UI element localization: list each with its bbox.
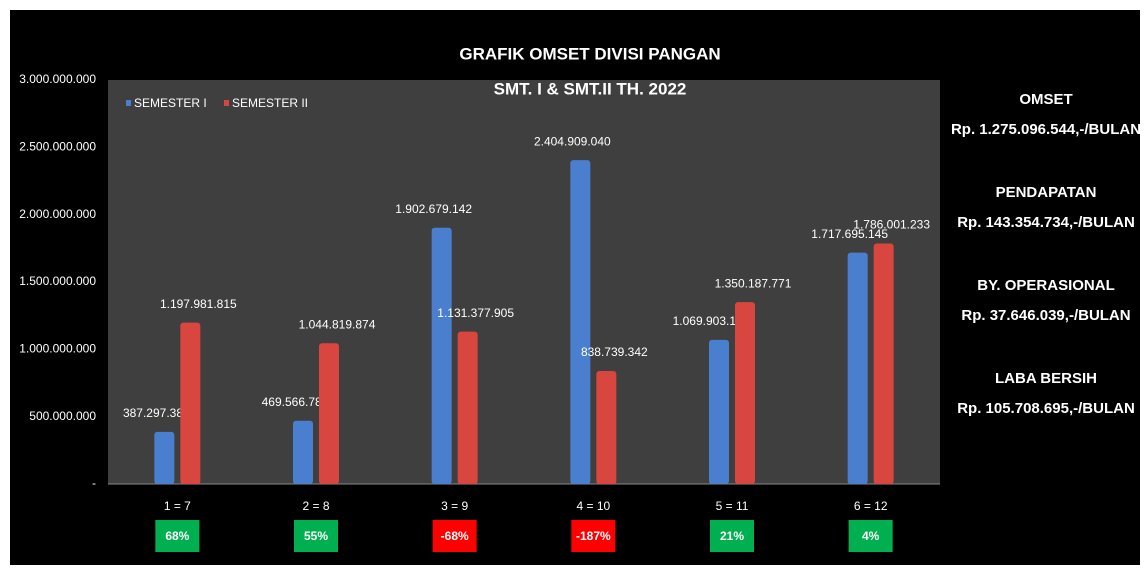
x-tick-label: 4 = 10 — [576, 499, 610, 513]
summary-value: Rp. 143.354.734,-/BULAN — [957, 214, 1135, 231]
bar — [596, 371, 617, 484]
legend-label: SEMESTER II — [232, 96, 308, 110]
y-tick-label: 2.500.000.000 — [19, 140, 96, 154]
growth-box — [155, 520, 200, 552]
growth-label: 68% — [165, 529, 189, 543]
bar — [293, 420, 313, 484]
value-label: 1.069.903.100 — [673, 314, 750, 328]
growth-label: 4% — [862, 529, 880, 543]
bar — [570, 160, 591, 484]
x-tick-label: 2 = 8 — [302, 499, 329, 513]
growth-box — [571, 520, 616, 552]
growth-box — [710, 520, 754, 552]
legend-swatch — [224, 100, 229, 106]
bar — [431, 227, 452, 485]
summary-label: PENDAPATAN — [996, 184, 1097, 201]
bar — [735, 302, 755, 484]
growth-label: -68% — [441, 529, 469, 543]
growth-box — [848, 520, 893, 552]
legend-swatch — [126, 100, 131, 106]
y-tick-label: 1.500.000.000 — [19, 274, 96, 288]
summary-label: BY. OPERASIONAL — [977, 277, 1115, 294]
summary-value: Rp. 1.275.096.544,-/BULAN — [951, 121, 1141, 138]
growth-label: 55% — [304, 529, 328, 543]
value-label: 1.902.679.142 — [395, 202, 472, 216]
value-label: 1.717.695.145 — [811, 227, 888, 241]
y-tick-label: 2.000.000.000 — [19, 207, 96, 221]
y-tick-label: 1.000.000.000 — [19, 342, 96, 356]
bar — [154, 431, 175, 484]
y-tick-label: 3.000.000.000 — [19, 72, 96, 86]
x-tick-label: 3 = 9 — [441, 499, 468, 513]
bar — [319, 343, 339, 484]
bar — [709, 339, 729, 484]
value-label: 1.786.001.233 — [853, 218, 930, 232]
value-label: 469.566.785 — [262, 395, 329, 409]
x-tick-label: 1 = 7 — [164, 499, 191, 513]
x-tick-label: 5 = 11 — [716, 499, 749, 513]
summary-value: Rp. 37.646.039,-/BULAN — [961, 307, 1130, 324]
bar — [847, 252, 868, 484]
x-tick-label: 6 = 12 — [854, 499, 888, 513]
y-tick-label: - — [92, 476, 96, 490]
growth-box — [432, 520, 477, 552]
value-label: 1.131.377.905 — [437, 306, 514, 320]
summary-label: LABA BERSIH — [995, 370, 1097, 387]
summary-label: OMSET — [1019, 91, 1072, 108]
growth-label: -187% — [576, 529, 611, 543]
summary-value: Rp. 105.708.695,-/BULAN — [957, 400, 1135, 417]
value-label: 838.739.342 — [581, 345, 648, 359]
value-label: 1.197.981.815 — [160, 297, 237, 311]
legend-label: SEMESTER I — [134, 96, 207, 110]
growth-box — [294, 520, 338, 552]
value-label: 1.044.819.874 — [299, 317, 376, 331]
value-label: 2.404.909.040 — [534, 134, 611, 148]
chart-subtitle: SMT. I & SMT.II TH. 2022 — [494, 79, 687, 98]
value-label: 1.350.187.771 — [715, 276, 792, 290]
bar — [873, 243, 894, 484]
y-tick-label: 500.000.000 — [29, 409, 96, 423]
growth-label: 21% — [720, 529, 744, 543]
bar — [180, 322, 201, 484]
value-label: 387.297.380 — [123, 406, 190, 420]
chart-title: GRAFIK OMSET DIVISI PANGAN — [459, 44, 720, 63]
bar — [457, 331, 478, 484]
plot-area — [108, 80, 940, 484]
